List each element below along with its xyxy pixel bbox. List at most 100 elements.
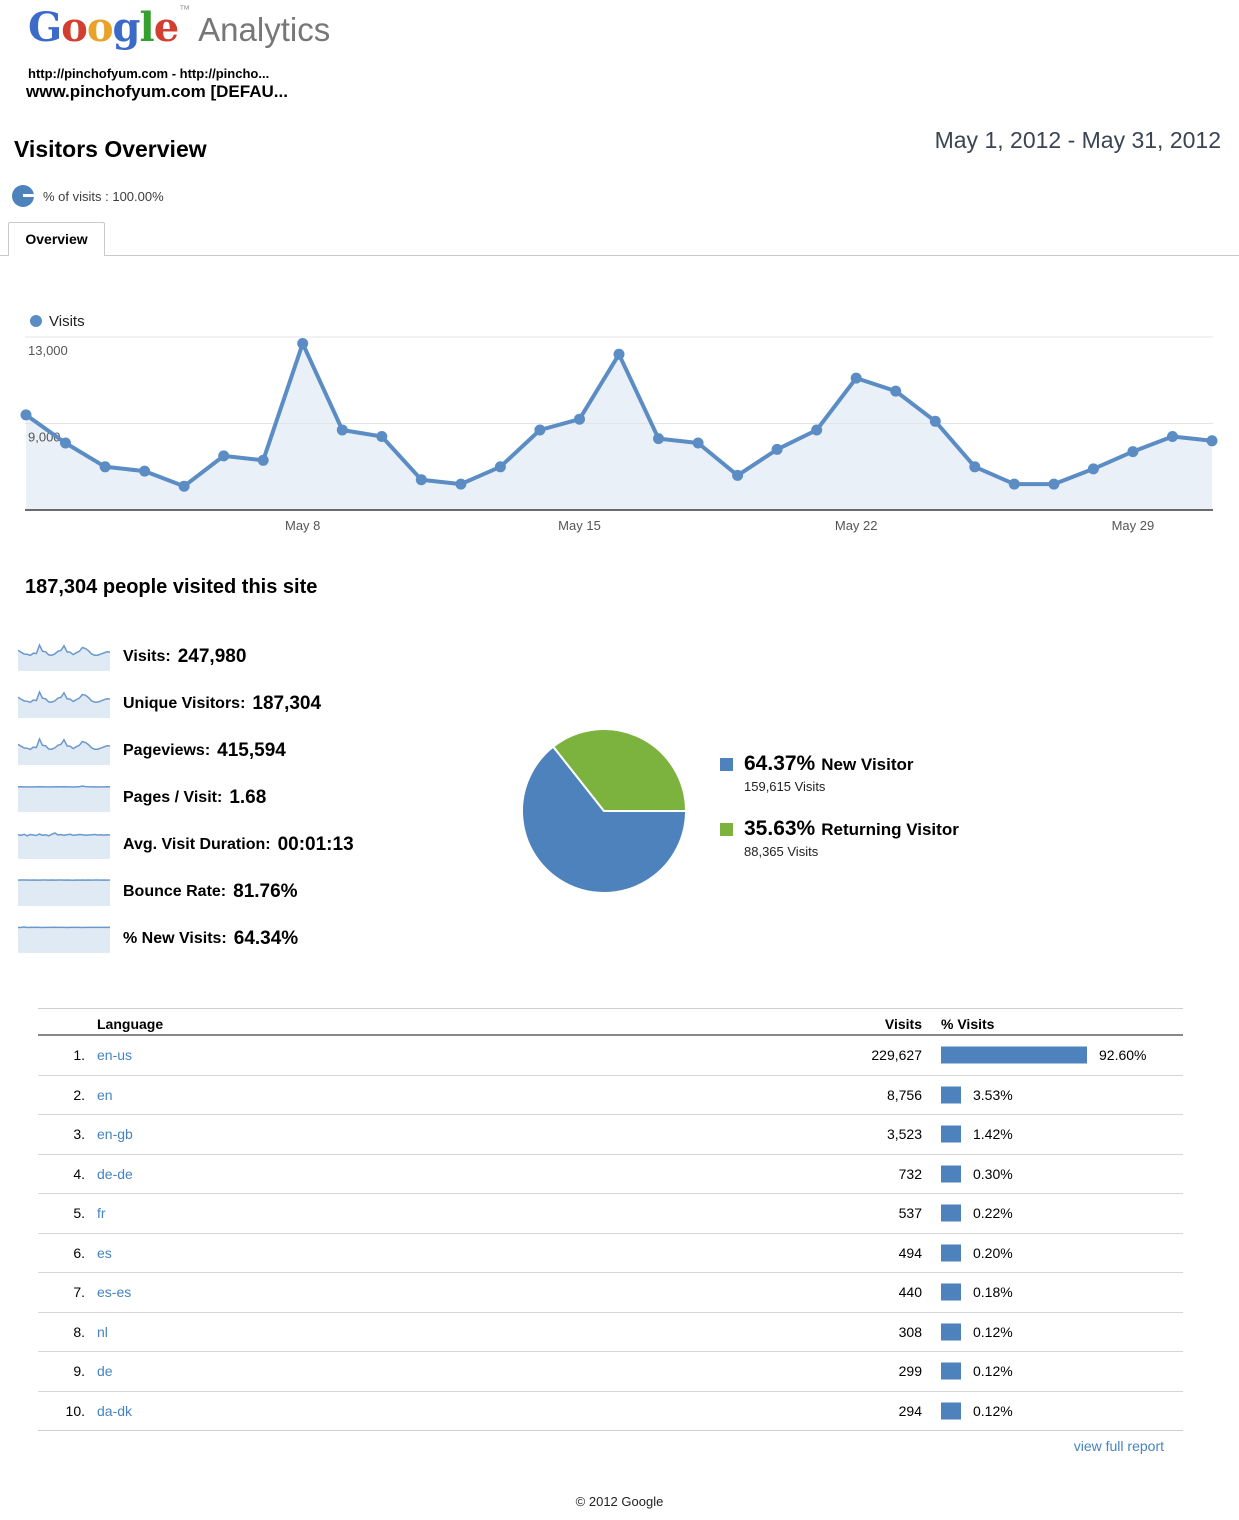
metric-row-pages-visit: Pages / Visit: 1.68 <box>18 774 518 821</box>
legend-visits: 88,365 Visits <box>744 844 819 859</box>
legend-square-icon <box>720 758 733 771</box>
visits-value: 299 <box>898 1363 922 1379</box>
metric-row-avg-visit-duration: Avg. Visit Duration: 00:01:13 <box>18 821 518 868</box>
row-rank: 1. <box>73 1047 85 1063</box>
language-link[interactable]: de <box>97 1363 113 1379</box>
visits-value: 440 <box>898 1284 922 1300</box>
legend-visits: 159,615 Visits <box>744 779 826 794</box>
sparkline-chart <box>18 736 110 765</box>
metric-row-unique-visitors: Unique Visitors: 187,304 <box>18 680 518 727</box>
google-analytics-logo: Google™ Analytics <box>28 4 330 51</box>
metric-row-visits: Visits: 247,980 <box>18 633 518 680</box>
pct-visits-bar <box>941 1046 1087 1064</box>
table-row: 1. en-us 229,627 92.60% <box>38 1036 1183 1076</box>
page-title: Visitors Overview <box>14 136 207 162</box>
pct-visits-bar <box>941 1323 961 1341</box>
copyright: © 2012 Google <box>575 1494 664 1509</box>
table-row: 10. da-dk 294 0.12% <box>38 1392 1183 1431</box>
pct-visits-bar <box>941 1244 961 1262</box>
language-link[interactable]: en-gb <box>97 1126 133 1142</box>
pie-legend-entry-returning-visitor: 35.63% Returning Visitor 88,365 Visits <box>720 817 1190 859</box>
pct-visits-bar <box>941 1362 961 1380</box>
visitors-headline: 187,304 people visited this site <box>25 576 318 598</box>
legend-entry-line: 64.37% New Visitor <box>744 752 1190 776</box>
visits-value: 294 <box>898 1402 922 1419</box>
legend-entry-line: 35.63% Returning Visitor <box>744 817 1190 841</box>
account-profile-line: http://pinchofyum.com - http://pincho... <box>28 66 270 81</box>
metric-label: Unique Visitors: <box>123 694 246 712</box>
pct-visits-bar <box>941 1165 961 1183</box>
pct-visits-bar <box>941 1204 961 1222</box>
profile-name: www.pinchofyum.com [DEFAU... <box>26 82 288 101</box>
pie-legend: 64.37% New Visitor 159,615 Visits 35.63% Ret… <box>720 752 1190 882</box>
metric-value: 1.68 <box>229 786 267 808</box>
row-rank: 9. <box>73 1363 85 1379</box>
view-full-report-link[interactable]: view full report <box>1073 1438 1164 1454</box>
row-rank: 4. <box>73 1165 85 1182</box>
trademark-mark: ™ <box>179 4 191 16</box>
logo-letter: l <box>139 4 155 51</box>
tab-overview[interactable]: Overview <box>8 222 105 256</box>
language-link[interactable]: es-es <box>97 1284 132 1300</box>
sparkline-chart <box>18 784 110 812</box>
language-link[interactable]: nl <box>97 1323 108 1340</box>
metric-label: Pageviews: <box>123 741 211 759</box>
language-link[interactable]: es <box>97 1244 112 1261</box>
visits-legend-label: Visits <box>49 313 85 330</box>
metric-value: 64.34% <box>233 927 299 949</box>
pct-visits-value: 0.12% <box>973 1363 1013 1379</box>
sparkline-chart <box>18 689 110 718</box>
sparkline-chart <box>18 642 110 671</box>
pct-visits-bar <box>941 1283 961 1301</box>
language-table: Language Visits % Visits 1. en-us 229,627 9… <box>38 1008 1183 1431</box>
language-link[interactable]: en <box>97 1086 113 1103</box>
pct-visits-value: 0.30% <box>973 1165 1013 1182</box>
pct-visits-value: 0.20% <box>973 1244 1013 1261</box>
table-row: 3. en-gb 3,523 1.42% <box>38 1115 1183 1155</box>
pct-visits-value: 0.22% <box>973 1205 1013 1221</box>
legend-name: Returning Visitor <box>821 820 959 839</box>
language-link[interactable]: en-us <box>97 1047 133 1063</box>
metric-row-bounce-rate: Bounce Rate: 81.76% <box>18 868 518 915</box>
visits-value: 537 <box>898 1205 922 1221</box>
table-header-row: Language Visits % Visits <box>38 1008 1183 1036</box>
logo-letter: o <box>61 4 88 51</box>
svg-text:May 8: May 8 <box>285 518 320 533</box>
logo-letter: G <box>28 4 62 51</box>
language-link[interactable]: da-dk <box>97 1402 133 1419</box>
row-rank: 8. <box>73 1323 85 1340</box>
row-rank: 2. <box>73 1086 85 1103</box>
metric-value: 187,304 <box>252 692 322 714</box>
svg-text:13,000: 13,000 <box>28 343 68 358</box>
table-row: 4. de-de 732 0.30% <box>38 1155 1183 1194</box>
date-range[interactable]: May 1, 2012 - May 31, 2012 <box>934 127 1221 153</box>
pct-visits-value: 3.53% <box>973 1086 1013 1103</box>
table-row: 7. es-es 440 0.18% <box>38 1273 1183 1313</box>
metric-label: Pages / Visit: <box>123 788 223 806</box>
pct-visits-value: 1.42% <box>973 1126 1013 1142</box>
segment-pie-icon <box>12 185 34 207</box>
visits-value: 229,627 <box>871 1047 922 1063</box>
legend-pct: 35.63% <box>744 817 816 840</box>
pie-legend-entry-new-visitor: 64.37% New Visitor 159,615 Visits <box>720 752 1190 794</box>
metric-row-new-visits: % New Visits: 64.34% <box>18 915 518 962</box>
pct-visits-bar <box>941 1125 961 1143</box>
language-link[interactable]: fr <box>97 1205 106 1221</box>
table-row: 2. en 8,756 3.53% <box>38 1076 1183 1115</box>
legend-name: New Visitor <box>821 755 914 774</box>
pct-visits-value: 0.18% <box>973 1284 1013 1300</box>
pct-visits-value: 0.12% <box>973 1323 1013 1340</box>
metric-label: Visits: <box>123 647 171 665</box>
google-logo-wordmark: Google <box>28 4 179 51</box>
metric-value: 81.76% <box>233 880 298 902</box>
row-rank: 10. <box>65 1402 85 1419</box>
language-link[interactable]: de-de <box>97 1165 133 1182</box>
metric-value: 247,980 <box>177 645 247 667</box>
column-header-pct-visits: % Visits <box>941 1016 995 1032</box>
pct-visits-bar <box>941 1086 961 1104</box>
svg-text:May 29: May 29 <box>1112 518 1155 533</box>
row-rank: 5. <box>73 1205 85 1221</box>
table-body: 1. en-us 229,627 92.60% 2. en 8,756 3.53% 3. en-g… <box>38 1036 1183 1431</box>
